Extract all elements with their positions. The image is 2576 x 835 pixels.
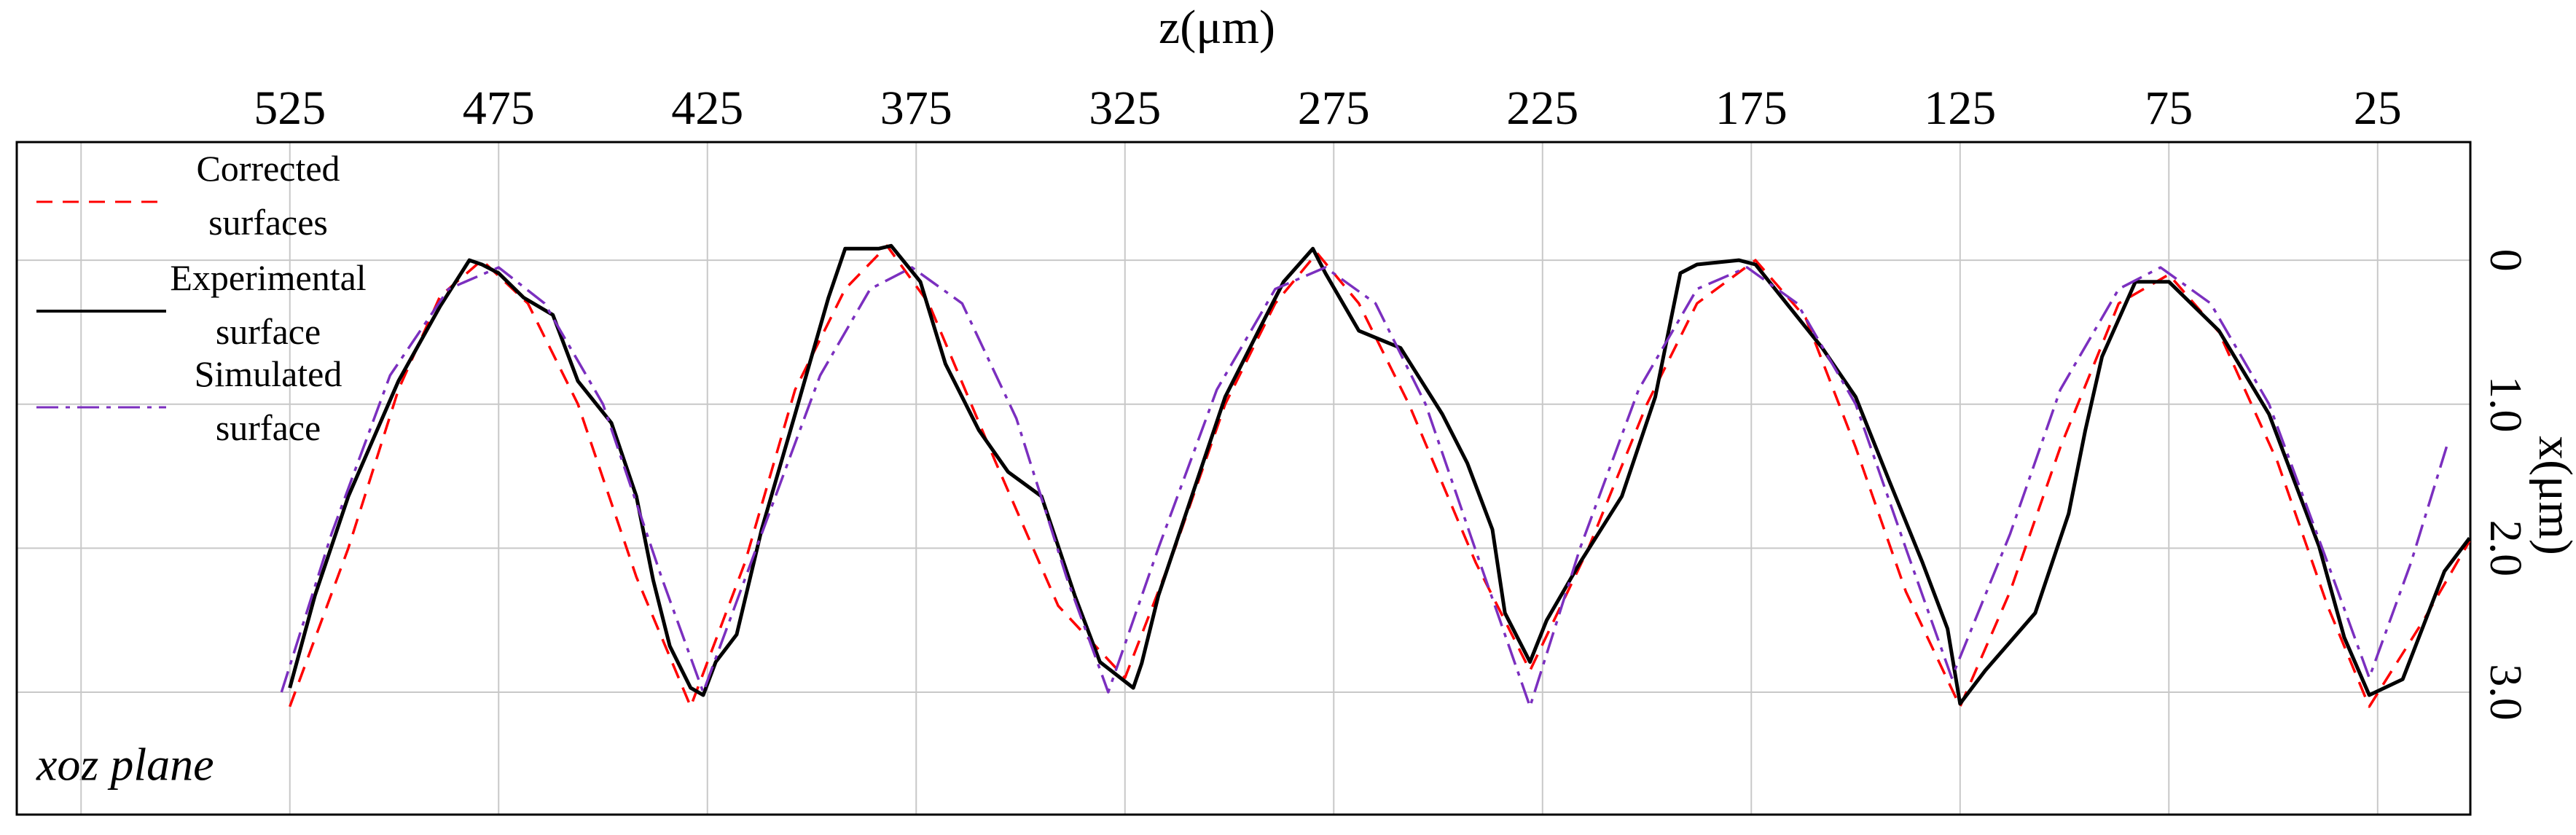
x-tick-label: 275 xyxy=(1298,82,1370,135)
y-tick-label: 1.0 xyxy=(2481,376,2530,433)
x-tick-label: 125 xyxy=(1924,82,1996,135)
x-tick-label: 225 xyxy=(1506,82,1578,135)
data-line xyxy=(280,266,2450,708)
plot-frame xyxy=(15,141,2472,816)
data-line xyxy=(288,243,2471,706)
x-tick-label: 475 xyxy=(463,82,535,135)
x-tick-label: 375 xyxy=(880,82,952,135)
data-line xyxy=(289,244,2471,708)
annotation: xoz plane xyxy=(36,739,214,791)
x-tick-label: 175 xyxy=(1715,82,1788,135)
x-axis-label: z(μm) xyxy=(1159,1,1275,54)
x-tick-label: 525 xyxy=(254,82,326,135)
x-tick-label: 25 xyxy=(2354,82,2402,135)
legend-label: Simulated surface xyxy=(195,353,342,448)
y-axis-label: x(μm) xyxy=(2529,436,2576,555)
x-tick-label: 425 xyxy=(671,82,743,135)
y-tick-label: 2.0 xyxy=(2481,520,2530,577)
y-tick-label: 0 xyxy=(2481,249,2530,272)
x-tick-label: 75 xyxy=(2145,82,2193,135)
y-tick-label: 3.0 xyxy=(2481,664,2530,721)
legend-label: Experimental surface xyxy=(170,257,366,352)
legend-label: Corrected surfaces xyxy=(196,148,340,243)
x-tick-label: 325 xyxy=(1089,82,1161,135)
